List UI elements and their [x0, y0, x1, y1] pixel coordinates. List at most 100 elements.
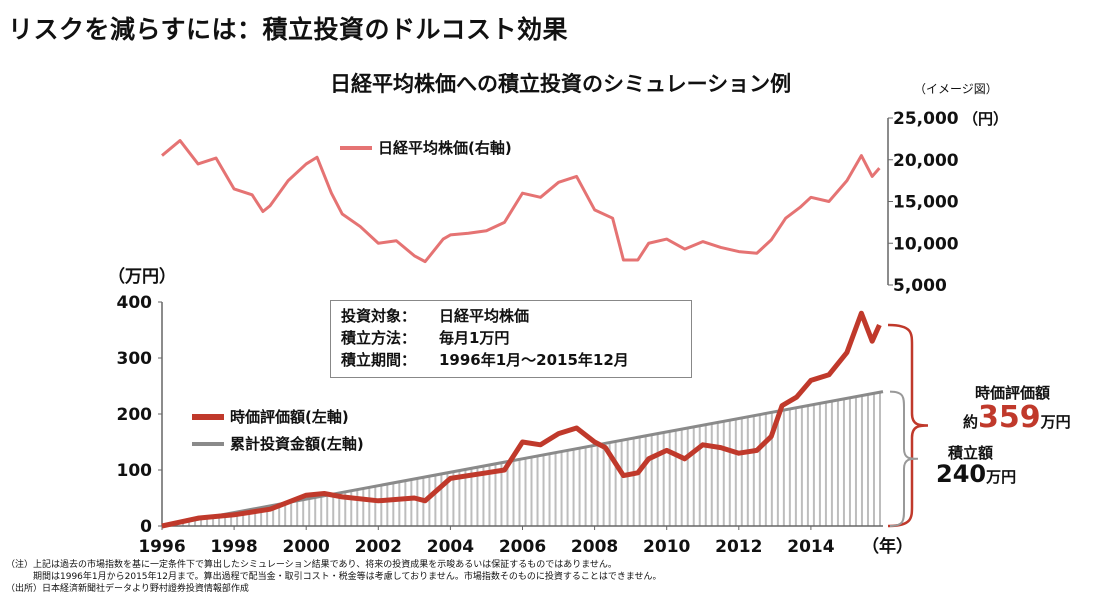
footnote-2: 期間は1996年1月から2015年12月まで。算出過程で配当金・取引コスト・税金…: [6, 572, 662, 582]
info-label: 投資対象：: [341, 307, 417, 325]
contribution-bar: [524, 458, 527, 526]
contribution-bar: [476, 467, 479, 526]
contribution-bar: [266, 506, 269, 526]
chart-title: 日経平均株価への積立投資のシミュレーション例: [330, 72, 792, 96]
market-value-callout-title: 時価評価額: [975, 384, 1051, 402]
info-value: 1996年1月～2015年12月: [439, 351, 629, 369]
contribution-bar: [416, 478, 419, 526]
market-value-number: 359: [978, 400, 1041, 435]
left-tick-label: 200: [117, 405, 153, 425]
contributed-unit: 万円: [986, 468, 1017, 486]
contribution-bar: [218, 515, 221, 526]
info-box: 投資対象： 日経平均株価 積立方法： 毎月1万円 積立期間： 1996年1月～2…: [330, 300, 692, 378]
bottom-tick-label: 2008: [571, 537, 618, 557]
contribution-bar: [320, 496, 323, 526]
contribution-bar: [734, 419, 737, 526]
contribution-bar: [686, 428, 689, 526]
info-value: 日経平均株価: [439, 307, 530, 325]
contribution-bar: [668, 431, 671, 526]
bottom-tick-label: 1998: [210, 537, 257, 557]
contributed-number: 240: [936, 460, 987, 488]
contribution-bar: [836, 400, 839, 526]
contribution-bar: [344, 491, 347, 526]
contribution-bar: [824, 402, 827, 526]
right-axis-unit: （円）: [963, 110, 1008, 128]
contribution-bar: [758, 414, 761, 526]
contribution-bar: [728, 420, 731, 526]
right-tick-label: 20,000: [893, 151, 959, 171]
info-row-method: 積立方法： 毎月1万円: [341, 327, 681, 349]
contribution-bar: [704, 424, 707, 526]
left-tick-label: 300: [117, 349, 153, 369]
contribution-bar: [716, 422, 719, 526]
contribution-bar: [284, 503, 287, 526]
contribution-bar: [782, 410, 785, 526]
contribution-bar: [566, 450, 569, 526]
contribution-bar: [434, 475, 437, 526]
contribution-bar: [206, 517, 209, 526]
bottom-tick-label: 2010: [643, 537, 690, 557]
contribution-bar: [236, 512, 239, 526]
bottom-axis-unit: （年）: [862, 536, 913, 557]
market-value-prefix: 約: [963, 413, 979, 431]
contribution-bar: [242, 510, 245, 526]
right-tick-label: 10,000: [893, 234, 959, 254]
contribution-bar: [764, 413, 767, 526]
info-value: 毎月1万円: [439, 329, 510, 347]
market-value-callout: 約359万円: [963, 400, 1071, 435]
market-value-legend-swatch: [192, 413, 224, 420]
contribution-bar: [500, 462, 503, 526]
contribution-bar: [374, 486, 377, 526]
contribution-bar: [560, 451, 563, 526]
contribution-bar: [536, 456, 539, 526]
contribution-bar: [644, 435, 647, 526]
market-value-unit: 万円: [1040, 413, 1071, 431]
contribution-bar: [230, 513, 233, 526]
contribution-bar: [866, 394, 869, 526]
right-tick-label: 15,000: [893, 193, 959, 213]
contribution-bar: [830, 401, 833, 526]
contribution-bar: [806, 405, 809, 526]
contribution-bar: [578, 448, 581, 526]
nikkei-legend-label: 日経平均株価(右軸): [378, 139, 512, 157]
contribution-bar: [860, 395, 863, 526]
contribution-bar: [854, 396, 857, 526]
contribution-bar: [842, 398, 845, 526]
contribution-bar: [410, 479, 413, 526]
series-lines: [161, 139, 884, 529]
contribution-bar: [722, 421, 725, 526]
contribution-bar: [602, 443, 605, 526]
contribution-bar: [194, 519, 197, 526]
cumulative-legend-label: 累計投資金額(左軸): [230, 435, 364, 453]
market-value-bracket: [887, 323, 929, 528]
contribution-bar: [632, 438, 635, 526]
contribution-bar: [710, 423, 713, 526]
contribution-bar: [626, 439, 629, 526]
contribution-bar: [656, 433, 659, 526]
contribution-bar: [638, 436, 641, 526]
bottom-tick-label: 1996: [138, 537, 185, 557]
contribution-bar: [770, 412, 773, 526]
cumulative-legend-swatch: [192, 441, 224, 446]
contribution-bar: [362, 488, 365, 526]
market-value-line: [161, 310, 882, 529]
contribution-bar: [398, 481, 401, 526]
contribution-bar: [296, 500, 299, 526]
bottom-tick-label: 2012: [715, 537, 762, 557]
contribution-bar: [212, 516, 215, 526]
contribution-bar: [812, 404, 815, 526]
info-row-target: 投資対象： 日経平均株価: [341, 305, 681, 327]
contribution-bar: [662, 432, 665, 526]
info-row-period: 積立期間： 1996年1月～2015年12月: [341, 349, 681, 371]
contribution-bar: [548, 453, 551, 526]
contribution-bar: [428, 476, 431, 526]
contribution-bar: [572, 449, 575, 526]
footnote-source: （出所）日本経済新聞社データより野村證券投資情報部作成: [6, 584, 249, 594]
upper-axis: 25,000 20,000 15,000 10,000 5,000 （円）: [887, 109, 1008, 296]
contribution-bar: [692, 426, 695, 526]
left-tick-label: 400: [117, 293, 153, 313]
contribution-bar: [848, 397, 851, 526]
contribution-bar: [302, 499, 305, 526]
info-label: 積立期間：: [341, 351, 417, 369]
contribution-bar: [620, 440, 623, 526]
